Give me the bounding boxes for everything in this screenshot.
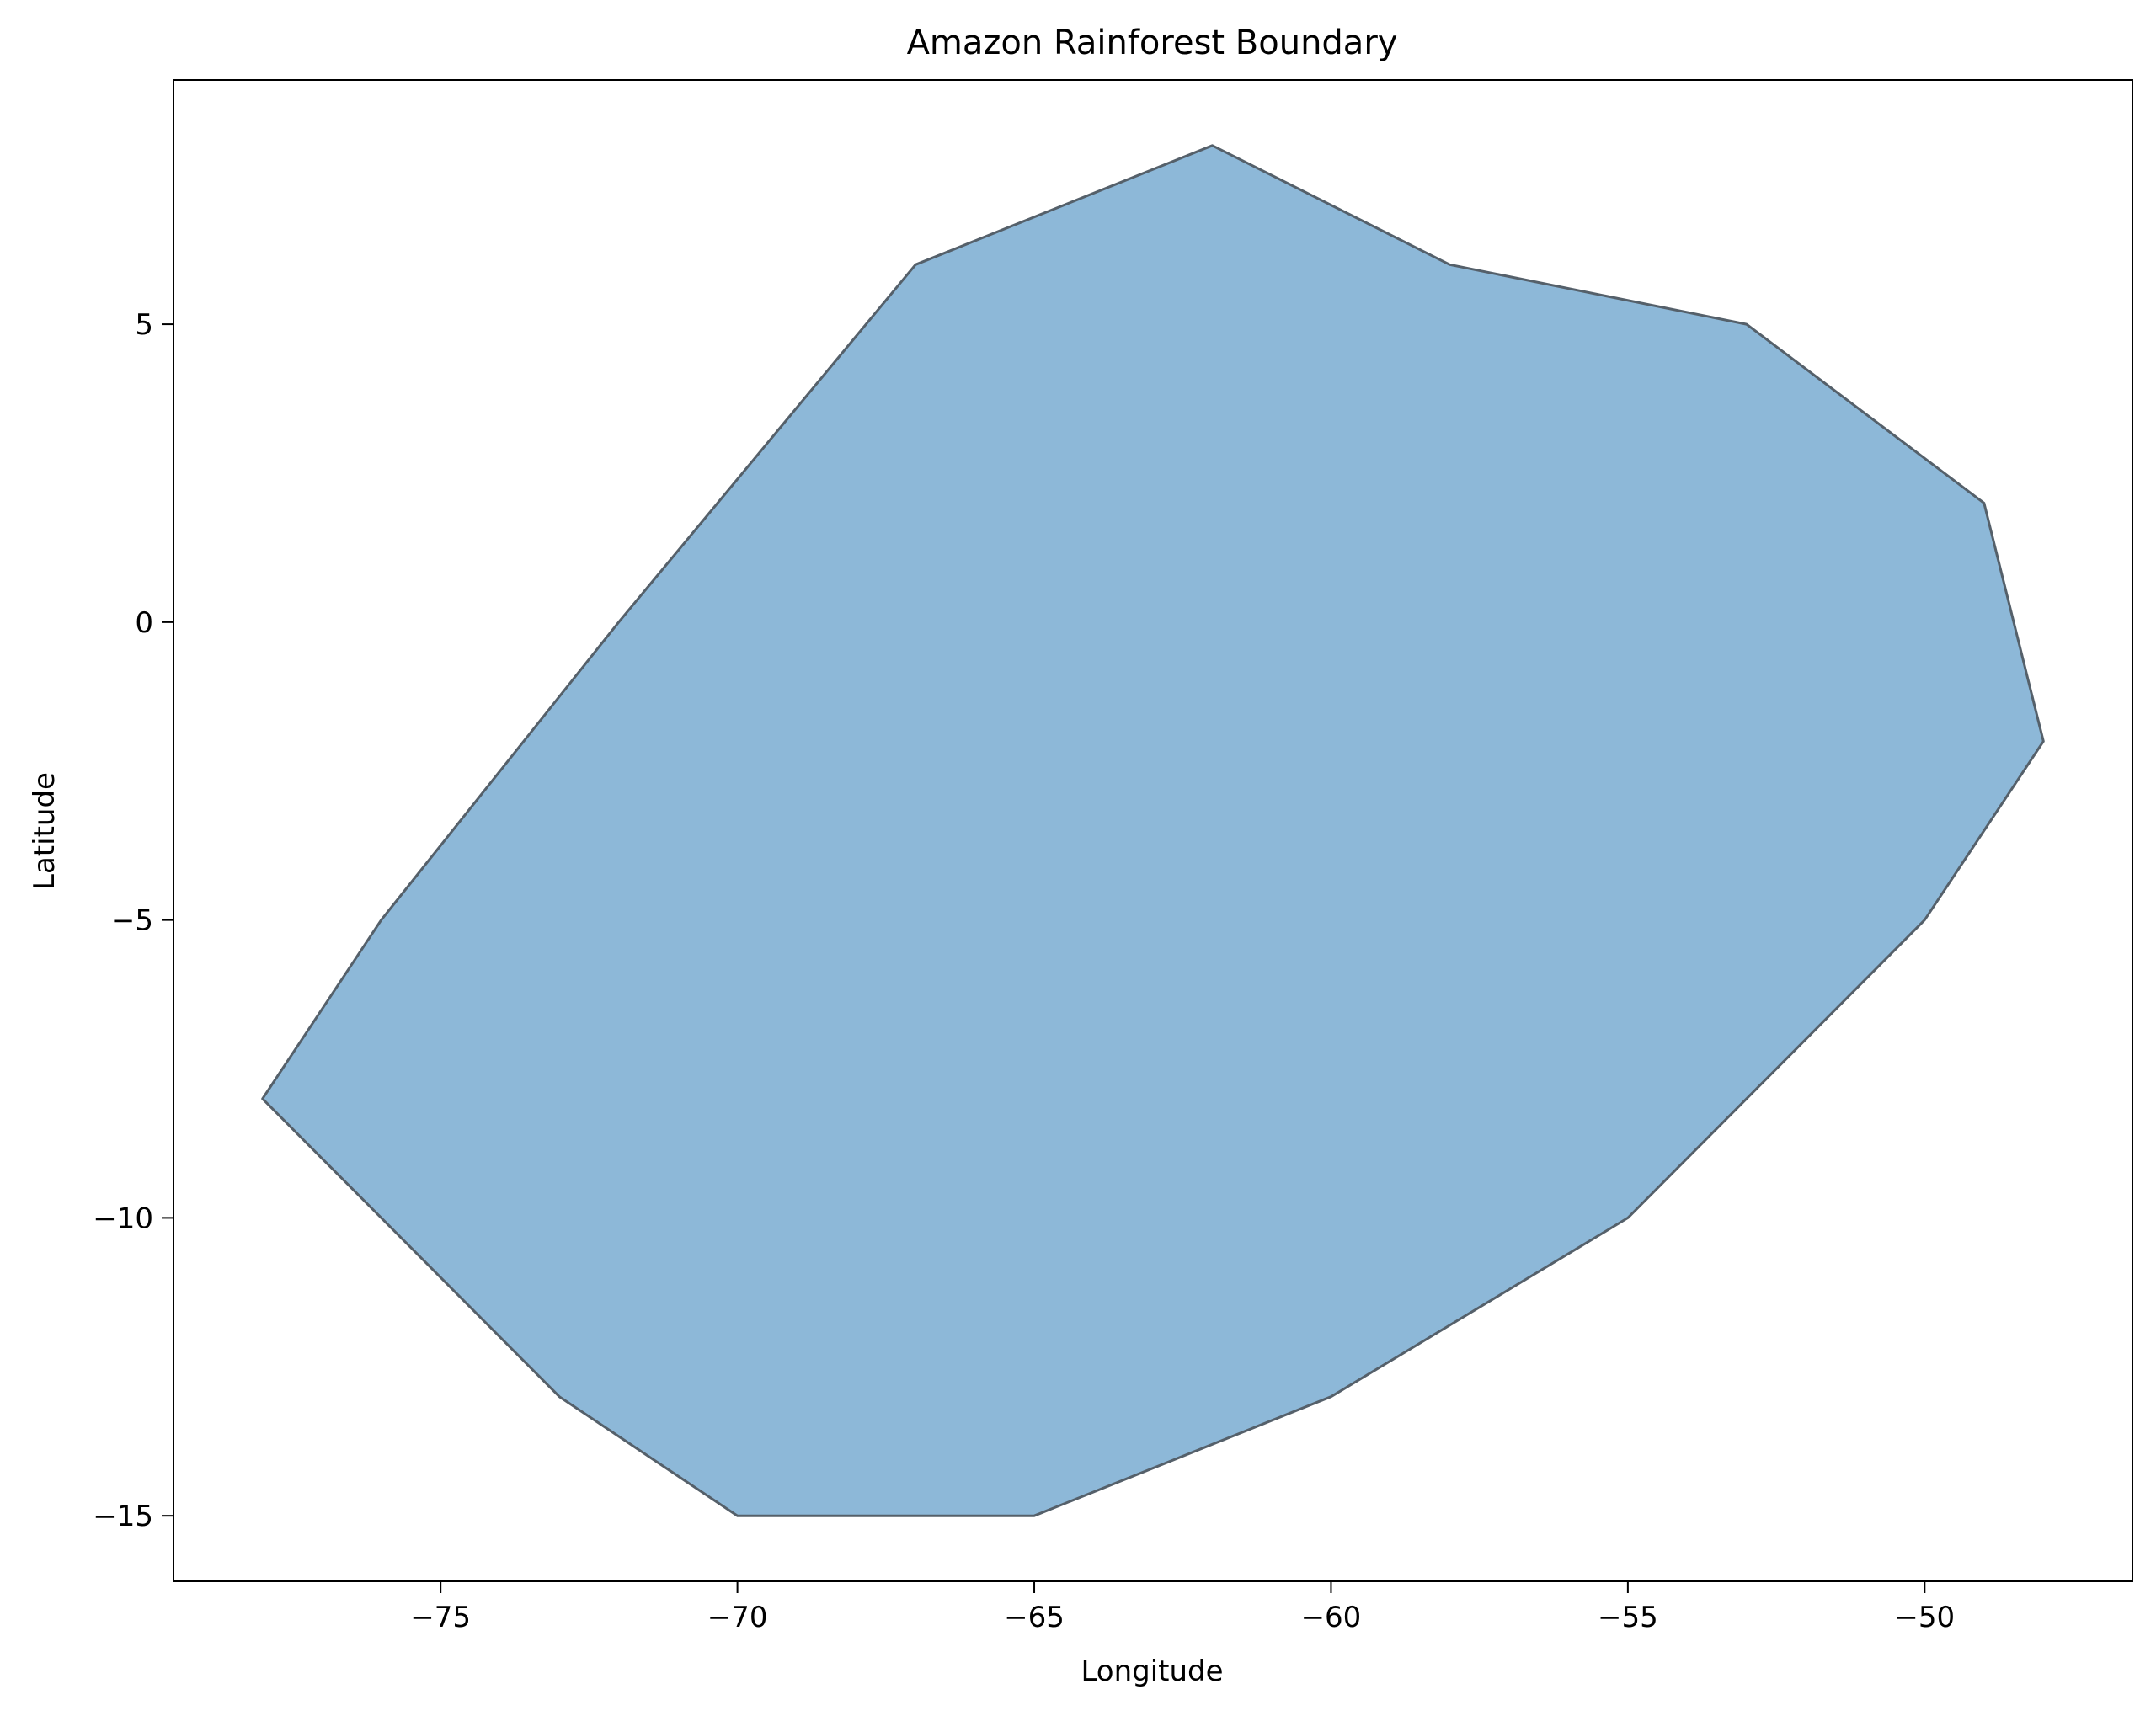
x-tick-label: −55: [1598, 1601, 1658, 1634]
y-tick-label: 5: [135, 308, 153, 342]
y-axis-label: Latitude: [28, 772, 61, 890]
y-tick-label: −5: [111, 904, 153, 938]
plot-frame: [173, 79, 2133, 1582]
boundary-polygon: [261, 144, 2045, 1517]
y-tick-label: −10: [93, 1202, 153, 1235]
plot-area: [261, 144, 2045, 1517]
x-axis: −75 −70 −65 −60 −55 −50: [410, 1581, 1955, 1634]
x-tick-label: −75: [410, 1601, 471, 1634]
x-tick-label: −50: [1894, 1601, 1955, 1634]
x-tick-label: −60: [1301, 1601, 1362, 1634]
x-tick-label: −65: [1004, 1601, 1065, 1634]
y-axis: 5 0 −5 −10 −15: [93, 308, 173, 1533]
x-axis-label: Longitude: [1081, 1655, 1223, 1688]
chart-title: Amazon Rainforest Boundary: [907, 24, 1398, 62]
x-tick-label: −70: [707, 1601, 768, 1634]
y-tick-label: 0: [135, 606, 153, 640]
y-tick-label: −15: [93, 1500, 153, 1533]
